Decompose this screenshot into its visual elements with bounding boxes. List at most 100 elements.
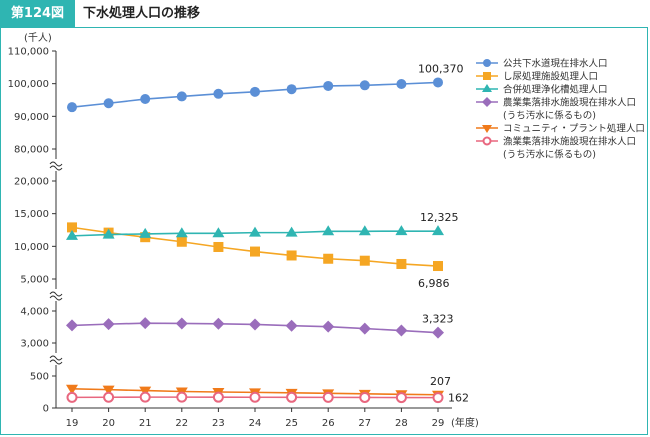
- y-tick-label: 0: [43, 404, 49, 415]
- x-tick-label: 29: [432, 418, 445, 429]
- x-tick-label: 25: [285, 418, 298, 429]
- y-tick-label: 4,000: [20, 307, 49, 318]
- data-point: [212, 391, 224, 403]
- data-point: [432, 392, 444, 404]
- axis-break-mark: [49, 359, 63, 365]
- data-label: 6,986: [418, 277, 450, 290]
- legend-label: 農業集落排水施設現在排水人口: [503, 97, 636, 109]
- y-tick-label: 20,000: [14, 177, 49, 188]
- legend-marker: [482, 136, 492, 146]
- data-point: [213, 88, 224, 99]
- data-point: [322, 320, 335, 333]
- series-1: [67, 77, 443, 113]
- axis-break-mark: [49, 355, 63, 361]
- legend-marker: [482, 125, 492, 133]
- legend-label: 公共下水道現在排水人口: [503, 58, 608, 70]
- figure-title: 下水処理人口の推移: [83, 6, 201, 21]
- data-point: [250, 86, 260, 97]
- series-6: [66, 391, 444, 404]
- axis-break-mark: [49, 161, 63, 167]
- data-point: [358, 322, 371, 335]
- x-tick-label: 22: [175, 418, 188, 429]
- data-point: [139, 391, 151, 403]
- series-3: [66, 225, 444, 240]
- data-point: [66, 229, 78, 240]
- x-tick-label: 26: [322, 418, 335, 429]
- data-point: [212, 317, 225, 330]
- y-tick-label: 80,000: [14, 145, 49, 156]
- x-tick-label: 28: [395, 418, 408, 429]
- legend-marker: [483, 59, 491, 67]
- legend-marker: [482, 97, 492, 107]
- x-tick-label: 23: [212, 418, 225, 429]
- legend: 公共下水道現在排水人口し尿処理施設処理人口合併処理浄化槽処理人口農業集落排水施設…: [476, 58, 645, 161]
- data-point: [323, 253, 334, 264]
- data-point: [213, 241, 224, 252]
- data-point: [139, 386, 152, 397]
- data-point: [322, 225, 335, 236]
- legend-label-line2: (うち汚水に係るもの): [503, 110, 596, 122]
- axis-break-mark: [49, 295, 63, 301]
- data-point: [102, 385, 115, 396]
- data-point: [285, 226, 298, 237]
- y-tick-label: 500: [30, 372, 49, 383]
- data-point: [176, 236, 187, 247]
- y-tick-label: 110,000: [8, 47, 49, 58]
- x-unit-label: (年度): [451, 416, 479, 429]
- data-point: [176, 391, 188, 403]
- legend-item: 合併処理浄化槽処理人口: [476, 84, 608, 96]
- data-point: [67, 222, 77, 233]
- data-point: [359, 80, 370, 91]
- series-2: [67, 222, 443, 272]
- data-point: [249, 391, 261, 403]
- data-point: [212, 227, 225, 238]
- y-tick-label: 100,000: [8, 79, 49, 90]
- data-point: [396, 78, 407, 89]
- legend-label: し尿処理施設処理人口: [503, 71, 598, 83]
- data-point: [286, 250, 297, 261]
- legend-marker: [482, 84, 492, 92]
- data-point: [139, 317, 152, 330]
- legend-label-line2: (うち汚水に係るもの): [503, 149, 596, 161]
- x-tick-label: 20: [102, 418, 115, 429]
- data-point: [433, 261, 443, 272]
- axes: (千人) 110,000 100,000 90,000 80,000 20,000 15,0…: [8, 32, 479, 429]
- legend-marker: [483, 72, 491, 80]
- data-point: [103, 391, 115, 403]
- y-unit-label: (千人): [24, 32, 52, 44]
- data-point: [285, 319, 298, 332]
- data-point: [395, 324, 408, 337]
- x-tick-label: 27: [358, 418, 371, 429]
- data-label: 3,323: [422, 313, 454, 326]
- data-point: [66, 384, 78, 395]
- legend-label: 漁業集落排水施設現在排水人口: [503, 136, 636, 148]
- data-label: 162: [448, 392, 469, 405]
- y-tick-label: 3,000: [20, 339, 49, 350]
- data-point: [249, 318, 261, 331]
- data-point: [250, 246, 260, 257]
- data-point: [432, 326, 444, 339]
- y-tick-label: 90,000: [14, 112, 49, 123]
- legend-item: し尿処理施設処理人口: [476, 71, 598, 83]
- data-point: [432, 225, 444, 236]
- data-point: [395, 392, 407, 404]
- data-label: 207: [430, 375, 451, 388]
- data-point: [175, 227, 188, 238]
- data-point: [175, 317, 188, 330]
- data-point: [66, 319, 78, 332]
- data-point: [103, 98, 114, 109]
- figure-header: 第124図 下水処理人口の推移: [0, 0, 648, 28]
- data-point: [67, 102, 77, 113]
- x-tick-label: 19: [66, 418, 79, 429]
- legend-item: 漁業集落排水施設現在排水人口(うち汚水に係るもの): [476, 136, 636, 161]
- data-point: [66, 391, 78, 403]
- data-label: 12,325: [420, 211, 459, 224]
- series-lines: [66, 77, 444, 404]
- data-point: [286, 84, 297, 95]
- data-label: 100,370: [418, 62, 464, 75]
- y-tick-label: 5,000: [20, 275, 49, 286]
- data-point: [176, 91, 187, 102]
- axis-break-mark: [49, 291, 63, 297]
- data-point: [139, 227, 152, 238]
- series-4: [66, 317, 444, 339]
